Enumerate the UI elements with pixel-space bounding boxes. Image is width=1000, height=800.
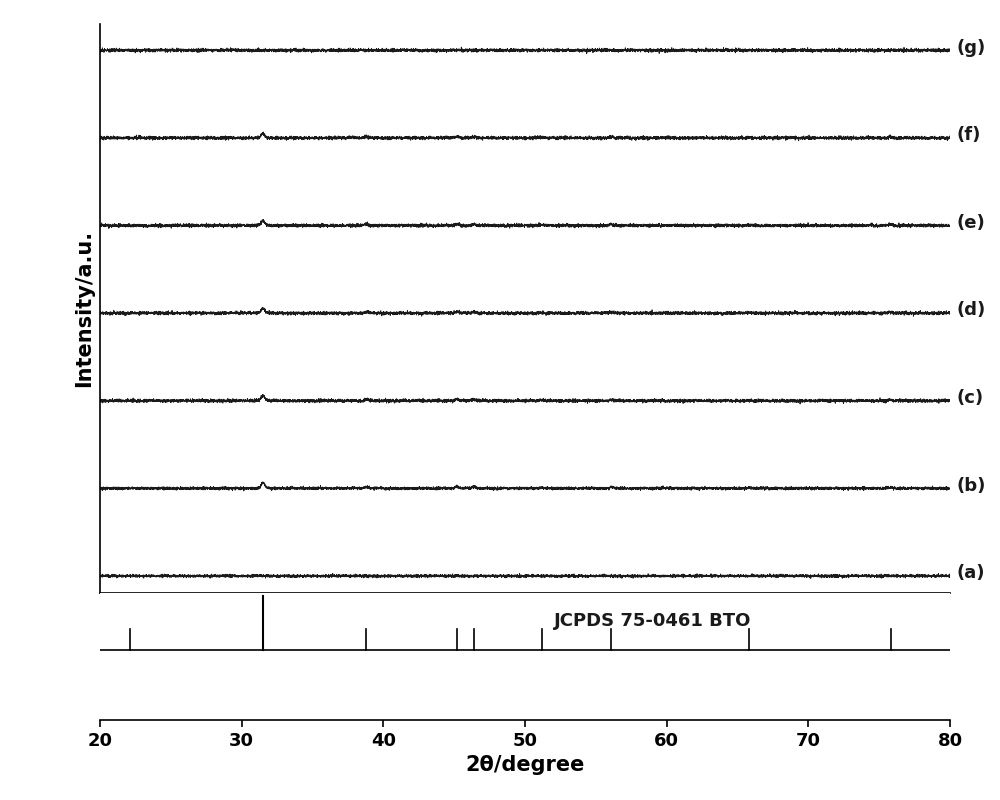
Text: (e): (e) [957,214,986,232]
Text: (b): (b) [957,477,986,494]
Text: (g): (g) [957,38,986,57]
Text: (c): (c) [957,389,984,407]
Text: (f): (f) [957,126,981,144]
Text: JCPDS 75-0461 BTO: JCPDS 75-0461 BTO [554,612,751,630]
X-axis label: 2θ/degree: 2θ/degree [465,755,585,775]
Text: (d): (d) [957,302,986,319]
Y-axis label: Intensity/a.u.: Intensity/a.u. [74,230,94,387]
Text: (a): (a) [957,564,985,582]
